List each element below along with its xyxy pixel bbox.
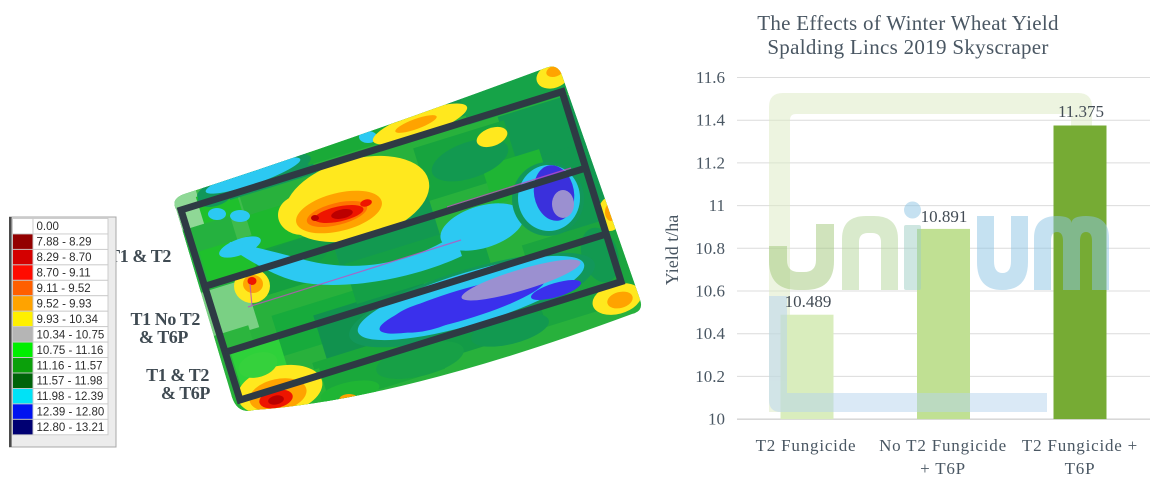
svg-text:9.52 - 9.93: 9.52 - 9.93 [37, 299, 92, 311]
svg-text:Spalding Lincs 2019 Skyscraper: Spalding Lincs 2019 Skyscraper [767, 35, 1048, 59]
svg-text:11.98 - 12.39: 11.98 - 12.39 [37, 391, 104, 403]
svg-text:11.4: 11.4 [696, 111, 726, 130]
svg-text:12.39 - 12.80: 12.39 - 12.80 [37, 407, 105, 419]
svg-text:T1 No T2: T1 No T2 [131, 309, 201, 329]
svg-text:The Effects of Winter Wheat Yi: The Effects of Winter Wheat Yield [757, 11, 1059, 35]
svg-text:11.16 - 11.57: 11.16 - 11.57 [37, 360, 103, 372]
svg-text:10.891: 10.891 [921, 207, 968, 226]
svg-text:11.2: 11.2 [696, 153, 725, 172]
svg-text:& T6P: & T6P [139, 327, 189, 347]
svg-text:& T6P: & T6P [161, 383, 211, 403]
svg-text:T1 & T2: T1 & T2 [108, 246, 171, 266]
svg-text:12.80 - 13.21: 12.80 - 13.21 [37, 422, 105, 434]
svg-text:10.2: 10.2 [695, 367, 725, 386]
svg-text:No T2 Fungicide: No T2 Fungicide [879, 436, 1007, 455]
svg-text:T2 Fungicide: T2 Fungicide [756, 436, 857, 455]
svg-text:8.29 - 8.70: 8.29 - 8.70 [37, 252, 92, 264]
svg-text:10.8: 10.8 [695, 239, 725, 258]
svg-text:T1 & T2: T1 & T2 [146, 365, 209, 385]
svg-text:10.6: 10.6 [695, 282, 725, 301]
svg-text:11.375: 11.375 [1058, 102, 1104, 121]
svg-text:0.00: 0.00 [37, 221, 59, 233]
svg-text:+ T6P: + T6P [920, 459, 966, 478]
svg-text:T6P: T6P [1065, 459, 1096, 478]
svg-text:10.75 - 11.16: 10.75 - 11.16 [37, 345, 104, 357]
svg-text:11.6: 11.6 [696, 68, 725, 87]
svg-text:10.4: 10.4 [695, 324, 725, 343]
svg-text:T2 Fungicide +: T2 Fungicide + [1022, 436, 1138, 455]
svg-text:11: 11 [709, 196, 725, 215]
svg-text:7.88 - 8.29: 7.88 - 8.29 [37, 237, 92, 249]
svg-text:11.57 - 11.98: 11.57 - 11.98 [37, 376, 103, 388]
svg-text:10.489: 10.489 [785, 292, 832, 311]
svg-text:9.93 - 10.34: 9.93 - 10.34 [37, 314, 99, 326]
svg-text:10: 10 [708, 410, 725, 429]
svg-text:10.34 - 10.75: 10.34 - 10.75 [37, 329, 105, 341]
svg-text:Yield t/ha: Yield t/ha [662, 215, 682, 286]
svg-text:9.11 - 9.52: 9.11 - 9.52 [37, 283, 91, 295]
svg-text:8.70 - 9.11: 8.70 - 9.11 [37, 268, 91, 280]
